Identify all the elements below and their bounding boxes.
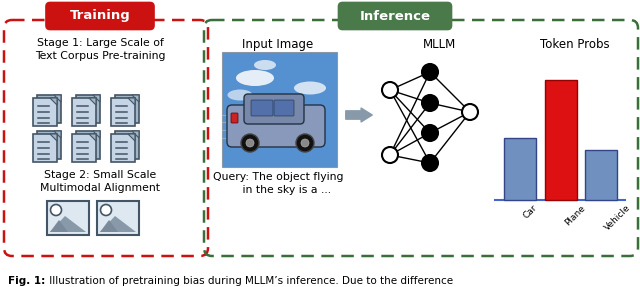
Text: Plane: Plane: [563, 203, 587, 227]
Polygon shape: [50, 216, 86, 232]
Text: Fig. 1:: Fig. 1:: [8, 276, 45, 286]
Text: Illustration of pretraining bias during MLLM’s inference. Due to the difference: Illustration of pretraining bias during …: [46, 276, 453, 286]
Polygon shape: [93, 131, 100, 138]
FancyBboxPatch shape: [76, 131, 100, 159]
Circle shape: [382, 147, 398, 163]
FancyBboxPatch shape: [97, 201, 139, 235]
FancyBboxPatch shape: [72, 134, 96, 162]
Polygon shape: [54, 131, 61, 138]
Text: Stage 1: Large Scale of
Text Corpus Pre-training: Stage 1: Large Scale of Text Corpus Pre-…: [35, 38, 165, 61]
Text: Stage 2: Small Scale
Multimodal Alignment: Stage 2: Small Scale Multimodal Alignmen…: [40, 170, 160, 193]
Bar: [585, 150, 617, 200]
Circle shape: [241, 134, 259, 152]
Circle shape: [462, 104, 478, 120]
FancyBboxPatch shape: [37, 95, 61, 123]
FancyBboxPatch shape: [251, 100, 273, 116]
Circle shape: [422, 64, 438, 80]
Text: Car: Car: [522, 203, 540, 220]
FancyBboxPatch shape: [111, 98, 135, 126]
Polygon shape: [89, 134, 96, 141]
FancyBboxPatch shape: [222, 52, 337, 167]
Polygon shape: [50, 98, 57, 105]
Text: Training: Training: [70, 9, 131, 22]
FancyBboxPatch shape: [33, 98, 57, 126]
Circle shape: [51, 205, 61, 216]
FancyBboxPatch shape: [76, 95, 100, 123]
FancyBboxPatch shape: [115, 131, 139, 159]
Bar: [504, 137, 536, 200]
FancyBboxPatch shape: [47, 201, 89, 235]
Text: Vehicle: Vehicle: [603, 203, 632, 232]
Polygon shape: [50, 134, 57, 141]
Ellipse shape: [236, 70, 274, 86]
Polygon shape: [54, 95, 61, 102]
Polygon shape: [89, 98, 96, 105]
Text: Query: The object flying
     in the sky is a ...: Query: The object flying in the sky is a…: [212, 172, 343, 195]
FancyBboxPatch shape: [111, 134, 135, 162]
FancyBboxPatch shape: [46, 3, 154, 30]
FancyBboxPatch shape: [227, 105, 325, 147]
Ellipse shape: [227, 90, 253, 100]
Circle shape: [382, 82, 398, 98]
Circle shape: [422, 155, 438, 171]
Ellipse shape: [254, 60, 276, 70]
FancyBboxPatch shape: [37, 131, 61, 159]
Polygon shape: [50, 220, 68, 232]
Text: MLLM: MLLM: [424, 38, 456, 51]
FancyArrowPatch shape: [346, 108, 372, 122]
Text: Inference: Inference: [360, 9, 431, 22]
FancyBboxPatch shape: [274, 100, 294, 116]
Circle shape: [422, 95, 438, 111]
Polygon shape: [128, 134, 135, 141]
Bar: [545, 80, 577, 200]
Circle shape: [100, 205, 111, 216]
FancyBboxPatch shape: [339, 3, 451, 30]
Polygon shape: [93, 95, 100, 102]
Polygon shape: [100, 220, 118, 232]
Ellipse shape: [285, 100, 305, 110]
Text: Input Image: Input Image: [243, 38, 314, 51]
Polygon shape: [132, 131, 139, 138]
Circle shape: [301, 139, 309, 147]
Ellipse shape: [294, 82, 326, 94]
FancyBboxPatch shape: [115, 95, 139, 123]
Circle shape: [422, 125, 438, 141]
Circle shape: [296, 134, 314, 152]
FancyBboxPatch shape: [244, 94, 304, 124]
FancyBboxPatch shape: [231, 113, 238, 123]
FancyBboxPatch shape: [33, 134, 57, 162]
Circle shape: [246, 139, 254, 147]
Polygon shape: [128, 98, 135, 105]
FancyBboxPatch shape: [72, 98, 96, 126]
Text: Token Probs: Token Probs: [540, 38, 610, 51]
Polygon shape: [100, 216, 136, 232]
Polygon shape: [132, 95, 139, 102]
